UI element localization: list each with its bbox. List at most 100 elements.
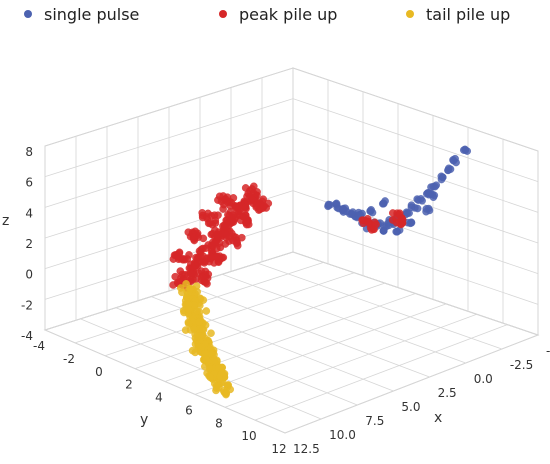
point-peak-pile-up (226, 219, 235, 228)
point-peak-pile-up (365, 219, 373, 227)
z-gridline (44, 98, 539, 183)
point-single-pulse (422, 205, 431, 213)
y-gridline (254, 324, 508, 421)
point-peak-pile-up (234, 207, 242, 215)
point-peak-pile-up (367, 226, 376, 234)
point-peak-pile-up (260, 202, 269, 210)
x-tick-label: 0.0 (474, 372, 493, 386)
point-single-pulse (444, 166, 452, 174)
point-peak-pile-up (174, 252, 182, 261)
z-gridline (44, 128, 539, 213)
point-single-pulse (459, 146, 468, 154)
point-tail-pile-up (184, 305, 193, 314)
point-peak-pile-up (185, 251, 193, 259)
y-gridline (194, 303, 447, 395)
point-peak-pile-up (222, 233, 231, 242)
gridlines (44, 67, 539, 434)
point-single-pulse (413, 195, 422, 203)
point-peak-pile-up (219, 222, 227, 230)
legend: single pulse peak pile up tail pile up (24, 5, 510, 24)
point-tail-pile-up (176, 284, 185, 292)
y-tick-label: 2 (125, 378, 133, 392)
y-tick-label: 0 (95, 365, 103, 379)
x-axis-label: x (434, 410, 442, 426)
legend-marker (219, 10, 227, 18)
point-tail-pile-up (218, 368, 226, 377)
point-single-pulse (449, 156, 457, 164)
z-axis-label: z (2, 213, 9, 229)
x-tick-label: 5.0 (401, 400, 420, 414)
z-gridline (44, 220, 539, 305)
y-gridline (134, 282, 386, 370)
x-gridline (44, 329, 286, 434)
point-peak-pile-up (220, 195, 229, 204)
point-peak-pile-up (219, 205, 227, 213)
point-single-pulse (407, 201, 416, 209)
point-tail-pile-up (193, 307, 201, 316)
z-tick-label: -4 (21, 329, 33, 343)
point-peak-pile-up (195, 247, 204, 255)
z-gridline (44, 67, 539, 152)
point-peak-pile-up (186, 269, 195, 278)
point-peak-pile-up (388, 209, 397, 217)
point-peak-pile-up (230, 232, 238, 241)
point-single-pulse (430, 191, 439, 200)
point-single-pulse (366, 207, 375, 215)
point-peak-pile-up (203, 274, 212, 283)
y-tick-label: 12 (271, 442, 286, 456)
z-gridline (44, 159, 539, 244)
z-tick-label: 2 (25, 237, 33, 251)
point-peak-pile-up (213, 252, 221, 261)
point-peak-pile-up (206, 219, 214, 227)
point-single-pulse (406, 219, 415, 228)
point-single-pulse (341, 204, 350, 212)
point-tail-pile-up (184, 319, 193, 328)
legend-label: single pulse (44, 5, 139, 24)
point-peak-pile-up (198, 208, 206, 217)
point-peak-pile-up (241, 211, 250, 220)
z-tick-label: 6 (25, 176, 33, 190)
z-tick-label: 8 (25, 145, 33, 159)
x-tick-label: 10.0 (329, 428, 356, 442)
point-single-pulse (379, 226, 388, 235)
point-tail-pile-up (194, 342, 203, 351)
point-peak-pile-up (199, 234, 208, 243)
point-tail-pile-up (202, 307, 211, 315)
point-single-pulse (332, 200, 341, 209)
x-tick-label: 2.5 (438, 386, 457, 400)
legend-label: peak pile up (239, 5, 337, 24)
x-gridline (222, 273, 466, 364)
tick-labels: -4 -2 0 2 4 6 8 -4 -2 0 2 4 6 8 10 12 -5.0 -2.5 0.0 2.5 5.0 7… (21, 145, 550, 456)
z-gridline (44, 190, 539, 275)
data-points (169, 145, 472, 399)
z-tick-label: 0 (25, 268, 33, 282)
point-tail-pile-up (207, 329, 215, 338)
y-tick-label: 10 (241, 429, 256, 443)
point-tail-pile-up (198, 325, 207, 333)
x-tick-label: -2.5 (510, 358, 533, 372)
y-tick-label: -4 (33, 339, 45, 353)
point-single-pulse (393, 227, 401, 236)
x-tick-label: 12.5 (293, 442, 320, 456)
point-peak-pile-up (205, 257, 214, 266)
x-gridline (292, 251, 539, 336)
point-tail-pile-up (190, 325, 198, 333)
point-single-pulse (437, 175, 446, 184)
x-gridline (80, 318, 322, 420)
y-gridline (284, 334, 539, 434)
z-tick-label: 4 (25, 206, 33, 220)
point-peak-pile-up (191, 233, 199, 242)
y-gridline (104, 272, 355, 357)
point-single-pulse (431, 182, 439, 191)
y-tick-label: 6 (185, 403, 193, 417)
point-peak-pile-up (395, 209, 404, 217)
y-tick-label: 4 (155, 391, 163, 405)
point-peak-pile-up (210, 211, 219, 219)
legend-marker (406, 10, 414, 18)
point-single-pulse (324, 200, 333, 209)
y-axis-label: y (140, 412, 148, 428)
x-gridline (257, 262, 502, 350)
point-tail-pile-up (222, 389, 230, 398)
x-gridline (115, 307, 358, 406)
